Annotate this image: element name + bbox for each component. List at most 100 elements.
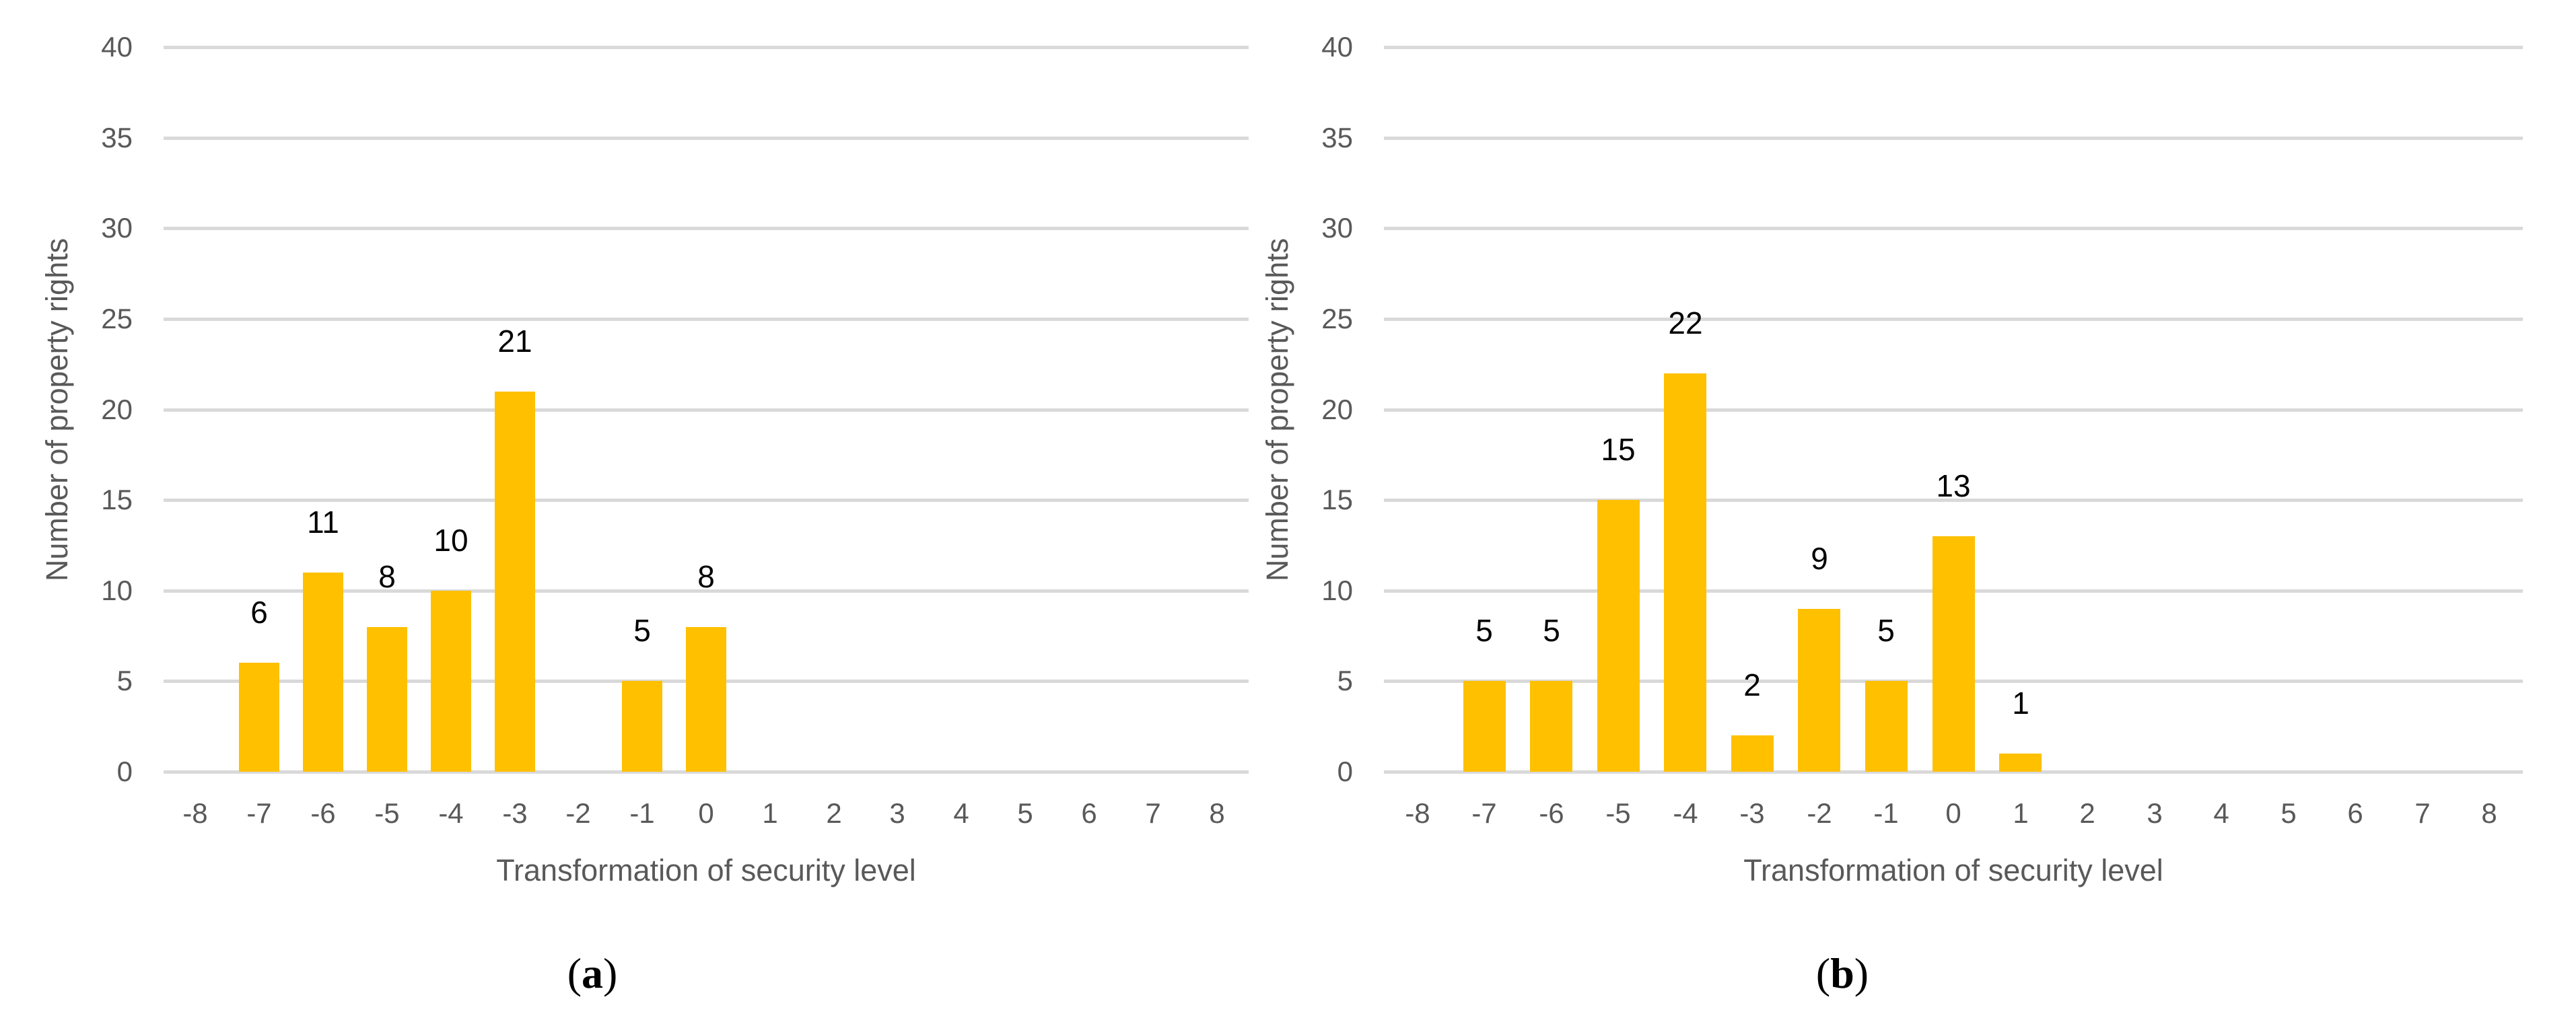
bar--5 [1597,500,1640,772]
gridline-y30 [164,227,1249,230]
y-tick-label-20: 20 [1321,394,1353,425]
x-tick-label--5: -5 [374,797,400,829]
x-tick-label--4: -4 [438,797,464,829]
x-tick-label--2: -2 [1807,797,1832,829]
gridline-y0 [1384,770,2523,774]
bar--4 [431,591,471,772]
bar-value-label--7: 5 [1475,613,1493,648]
sublabel-b-letter: b [1830,949,1854,997]
x-axis-title-a: Transformation of security level [496,853,916,887]
y-tick-label-5: 5 [116,665,133,696]
bar-value-label--1: 5 [1877,613,1895,648]
bar-value-label--6: 11 [307,505,339,540]
bar-0 [1933,536,1975,772]
y-tick-label-15: 15 [1321,484,1353,515]
gridline-y15 [1384,499,2523,502]
sublabel-a-close-paren: ) [603,949,618,997]
bar-0 [686,627,726,772]
subfigure-label-a: (a) [458,943,727,1004]
bar-1 [1999,754,2042,772]
x-tick-label--6: -6 [310,797,336,829]
y-tick-label-5: 5 [1337,665,1353,696]
bar--3 [1731,735,1774,772]
x-tick-label--8: -8 [1405,797,1430,829]
sublabel-a-letter: a [582,949,603,997]
sublabel-b-close-paren: ) [1854,949,1869,997]
x-tick-label-5: 5 [1017,797,1033,829]
x-tick-label-4: 4 [2213,797,2229,829]
x-tick-label-3: 3 [889,797,905,829]
bar--3 [495,392,535,772]
y-tick-label-25: 25 [101,303,133,334]
gridline-y40 [1384,46,2523,49]
x-tick-label--4: -4 [1673,797,1698,829]
gridline-y35 [1384,137,2523,140]
y-tick-label-0: 0 [1337,756,1353,787]
y-tick-label-40: 40 [101,31,133,63]
x-tick-label-1: 1 [762,797,778,829]
x-tick-label-6: 6 [2347,797,2363,829]
x-tick-label-5: 5 [2281,797,2297,829]
x-tick-label--6: -6 [1539,797,1564,829]
x-tick-label-0: 0 [1945,797,1961,829]
bar-value-label-0: 13 [1936,468,1971,503]
x-tick-label-7: 7 [2414,797,2431,829]
x-tick-label-4: 4 [953,797,969,829]
bar--1 [622,681,662,772]
y-tick-label-10: 10 [1321,575,1353,606]
x-tick-label-8: 8 [2481,797,2497,829]
x-tick-label--2: -2 [565,797,591,829]
bar-value-label--2: 9 [1811,541,1828,576]
x-tick-label--3: -3 [502,797,528,829]
bar--6 [303,573,343,772]
sublabel-b-open-paren: ( [1815,949,1831,997]
bar--7 [239,663,279,772]
bar-value-label--3: 2 [1743,667,1761,702]
bar-value-label--5: 15 [1601,432,1636,467]
bar-value-label--4: 10 [433,523,468,558]
bar-value-label--5: 8 [378,559,396,594]
y-tick-label-30: 30 [1321,212,1353,244]
x-tick-label-0: 0 [698,797,714,829]
x-tick-label--7: -7 [1471,797,1497,829]
x-axis-title-b: Transformation of security level [1743,853,2163,887]
x-tick-label--5: -5 [1605,797,1631,829]
y-tick-label-10: 10 [101,575,133,606]
bar-value-label--3: 21 [497,324,532,359]
gridline-y20 [164,408,1249,412]
bar--4 [1664,373,1706,772]
gridline-y40 [164,46,1249,49]
x-tick-label--1: -1 [1873,797,1899,829]
gridline-y0 [164,770,1249,774]
y-tick-label-40: 40 [1321,31,1353,63]
x-tick-label-3: 3 [2147,797,2163,829]
bar--5 [367,627,407,772]
gridline-y15 [164,499,1249,502]
bar-value-label--4: 22 [1668,305,1703,340]
y-tick-label-25: 25 [1321,303,1353,334]
gridline-y35 [164,137,1249,140]
gridline-y20 [1384,408,2523,412]
y-tick-label-35: 35 [1321,122,1353,153]
bar-value-label-1: 1 [2012,686,2029,721]
y-tick-label-20: 20 [101,394,133,425]
gridline-y30 [1384,227,2523,230]
gridline-y10 [164,589,1249,593]
bar-value-label--1: 5 [633,613,651,648]
x-tick-label-7: 7 [1145,797,1161,829]
bar-value-label--6: 5 [1543,613,1560,648]
y-tick-label-0: 0 [116,756,133,787]
x-tick-label-8: 8 [1209,797,1225,829]
y-tick-label-35: 35 [101,122,133,153]
x-tick-label--1: -1 [629,797,655,829]
bar--6 [1530,681,1572,772]
bar-value-label--7: 6 [250,595,268,630]
gridline-y25 [1384,318,2523,321]
x-tick-label--3: -3 [1739,797,1765,829]
x-tick-label-2: 2 [2079,797,2095,829]
gridline-y25 [164,318,1249,321]
x-tick-label--8: -8 [182,797,208,829]
